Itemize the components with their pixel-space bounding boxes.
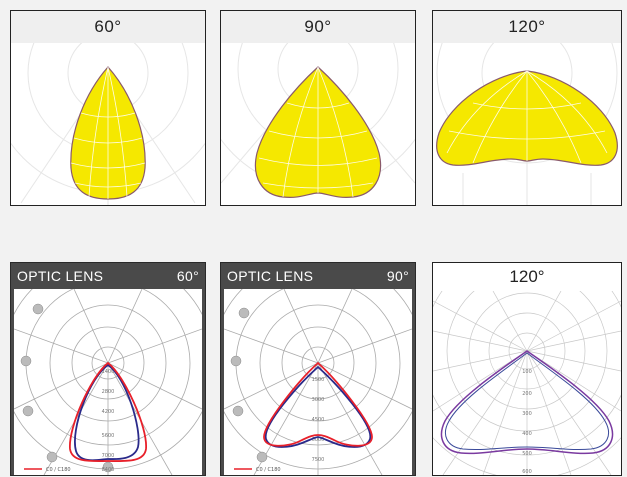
beam-shape-120: [436, 43, 618, 205]
polar-chart-60: OPTIC LENS 60° 1400 2800 4200 5600 7000 …: [10, 262, 206, 476]
tick-120-4: 500: [522, 451, 532, 457]
polar-plot-90: 1500 3000 4500 6000 7500 C0 / C180: [224, 289, 412, 475]
tick-60-0: 1400: [102, 369, 115, 375]
polar-chart-60-header: OPTIC LENS 60°: [11, 263, 205, 289]
polar-chart-90-angle: 90°: [386, 268, 409, 284]
beam-panel-90-label: 90°: [221, 11, 415, 43]
curve-90-c0: [263, 361, 373, 447]
polar-chart-60-angle: 60°: [176, 268, 199, 284]
tick-60-5: 8400: [102, 467, 115, 473]
tick-90-3: 6000: [312, 437, 325, 443]
tick-60-2: 4200: [102, 409, 115, 415]
tick-120-5: 600: [522, 469, 532, 475]
curve-120-purple: [440, 350, 614, 455]
curve-90-c90: [265, 365, 371, 448]
beam-panel-90: 90°: [220, 10, 416, 206]
polar-chart-90-title: OPTIC LENS: [227, 268, 314, 284]
legend-text-90: C0 / C180: [256, 467, 281, 473]
legend-text-60: C0 / C180: [46, 467, 71, 473]
polar-chart-90: OPTIC LENS 90° 1500 3000 4500 6000 7500 …: [220, 262, 416, 476]
curve-120-blue: [445, 352, 609, 451]
tick-120-0: 100: [522, 369, 532, 375]
tick-60-4: 7000: [102, 453, 115, 459]
tick-60-3: 5600: [102, 433, 115, 439]
beam-panel-120: 120°: [432, 10, 622, 206]
polar-plot-60: 1400 2800 4200 5600 7000 8400 C0 / C180: [14, 289, 202, 475]
tick-90-4: 7500: [312, 457, 325, 463]
polar-chart-120: 120° 100 200 300 400 500 600: [432, 262, 622, 476]
polar-chart-60-title: OPTIC LENS: [17, 268, 104, 284]
beam-shape-60: [11, 43, 205, 205]
beam-panel-120-label: 120°: [433, 11, 621, 43]
beam-panel-60: 60°: [10, 10, 206, 206]
polar-plot-120: 100 200 300 400 500 600: [433, 291, 621, 475]
tick-120-3: 400: [522, 431, 532, 437]
tick-120-2: 300: [522, 411, 532, 417]
tick-120-1: 200: [522, 391, 532, 397]
tick-90-1: 3000: [312, 397, 325, 403]
curve-60-c90: [74, 363, 140, 462]
tick-60-1: 2800: [102, 389, 115, 395]
polar-chart-120-label: 120°: [433, 263, 621, 291]
tick-90-0: 1500: [312, 377, 325, 383]
beam-shape-90: [221, 43, 415, 199]
beam-panel-60-label: 60°: [11, 11, 205, 43]
polar-chart-90-header: OPTIC LENS 90°: [221, 263, 415, 289]
tick-90-2: 4500: [312, 417, 325, 423]
curve-60-c0: [69, 361, 147, 462]
